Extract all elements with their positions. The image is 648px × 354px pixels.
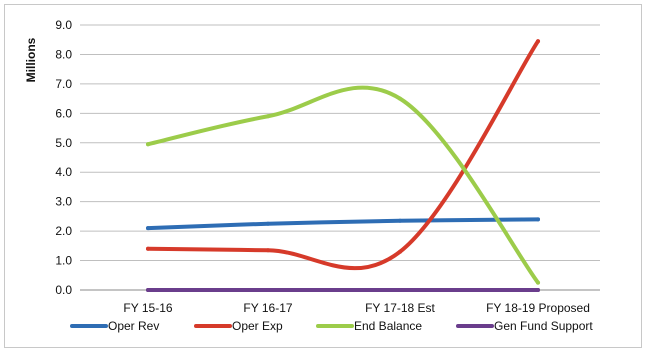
y-tick-label: 2.0	[55, 224, 72, 238]
y-tick-label: 4.0	[55, 165, 72, 179]
data-point-oper-rev	[266, 221, 270, 226]
y-axis-label: Millions	[24, 37, 38, 82]
data-point-gen-fund-support	[398, 288, 402, 292]
data-point-oper-rev	[536, 217, 540, 222]
legend: Oper Rev Oper Exp End Balance Gen Fund Supp…	[70, 319, 593, 333]
y-tick-label: 1.0	[55, 254, 72, 268]
series-line-oper-exp	[146, 39, 540, 271]
legend-label-oper-rev: Oper Rev	[108, 319, 159, 333]
y-tick-label: 9.0	[55, 18, 72, 32]
legend-label-end-balance: End Balance	[354, 319, 422, 333]
data-point-end-balance	[266, 114, 270, 119]
data-point-gen-fund-support	[146, 288, 150, 292]
data-point-gen-fund-support	[266, 288, 270, 292]
data-point-oper-exp	[146, 246, 150, 251]
data-point-end-balance	[146, 142, 150, 147]
data-point-oper-rev	[146, 226, 150, 231]
x-tick-label: FY 18-19 Proposed	[486, 301, 590, 315]
x-tick-label: FY 17-18 Est	[365, 301, 435, 315]
y-tick-label: 7.0	[55, 77, 72, 91]
data-point-oper-exp	[266, 248, 270, 253]
series-lines	[146, 39, 540, 293]
data-point-end-balance	[398, 96, 402, 101]
y-axis: 0.0 1.0 2.0 3.0 4.0 5.0 6.0 7.0 8.0 9.0	[55, 18, 72, 297]
x-tick-label: FY 15-16	[123, 301, 172, 315]
data-point-oper-rev	[398, 218, 402, 223]
series-line-oper-rev	[146, 217, 540, 231]
x-tick-label: FY 16-17	[243, 301, 292, 315]
legend-label-gen-fund-support: Gen Fund Support	[494, 319, 593, 333]
y-tick-label: 6.0	[55, 106, 72, 120]
y-tick-label: 3.0	[55, 195, 72, 209]
y-tick-label: 0.0	[55, 283, 72, 297]
data-point-end-balance	[536, 280, 540, 285]
legend-label-oper-exp: Oper Exp	[232, 319, 283, 333]
x-axis: FY 15-16 FY 16-17 FY 17-18 Est FY 18-19 Pro…	[123, 301, 590, 315]
data-point-oper-exp	[536, 39, 540, 44]
data-point-oper-exp	[398, 249, 402, 254]
y-tick-label: 8.0	[55, 47, 72, 61]
y-tick-label: 5.0	[55, 136, 72, 150]
data-point-gen-fund-support	[536, 288, 540, 292]
series-line-end-balance	[146, 85, 540, 285]
